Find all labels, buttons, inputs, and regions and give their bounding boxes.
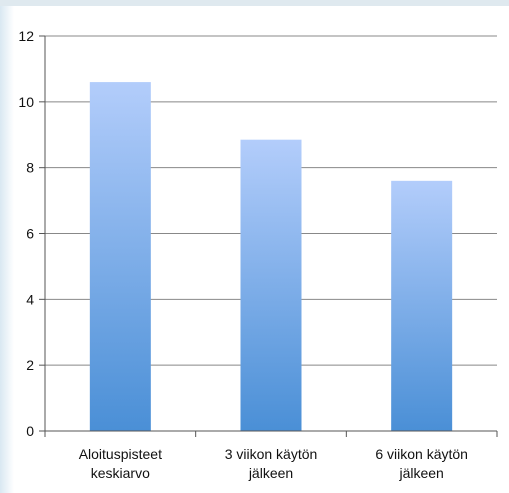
y-tick-label: 4 — [26, 291, 34, 307]
bar-1 — [89, 82, 151, 431]
bar-2 — [240, 139, 302, 431]
y-tick-label: 10 — [18, 94, 34, 110]
y-tick-label: 0 — [26, 423, 34, 439]
y-tick-label: 6 — [26, 226, 34, 242]
x-category-label: Aloituspisteet — [79, 446, 162, 462]
x-category-label: jälkeen — [398, 465, 443, 481]
x-category-label: keskiarvo — [91, 465, 150, 481]
y-tick-label: 12 — [18, 28, 34, 44]
y-tick-label: 2 — [26, 357, 34, 373]
left-edge-tint — [0, 0, 14, 493]
axes — [44, 36, 498, 437]
x-category-labels: Aloituspisteet keskiarvo 3 viikon käytön jä… — [79, 446, 468, 481]
x-category-label: 3 viikon käytön — [225, 446, 318, 462]
y-tick-label: 8 — [26, 160, 34, 176]
bars — [89, 82, 453, 431]
x-category-label: 6 viikon käytön — [375, 446, 468, 462]
top-edge-tint — [0, 0, 509, 6]
bar-3 — [391, 180, 453, 431]
y-tick-labels: 0 2 4 6 8 10 12 — [18, 28, 34, 439]
x-category-label: jälkeen — [248, 465, 293, 481]
